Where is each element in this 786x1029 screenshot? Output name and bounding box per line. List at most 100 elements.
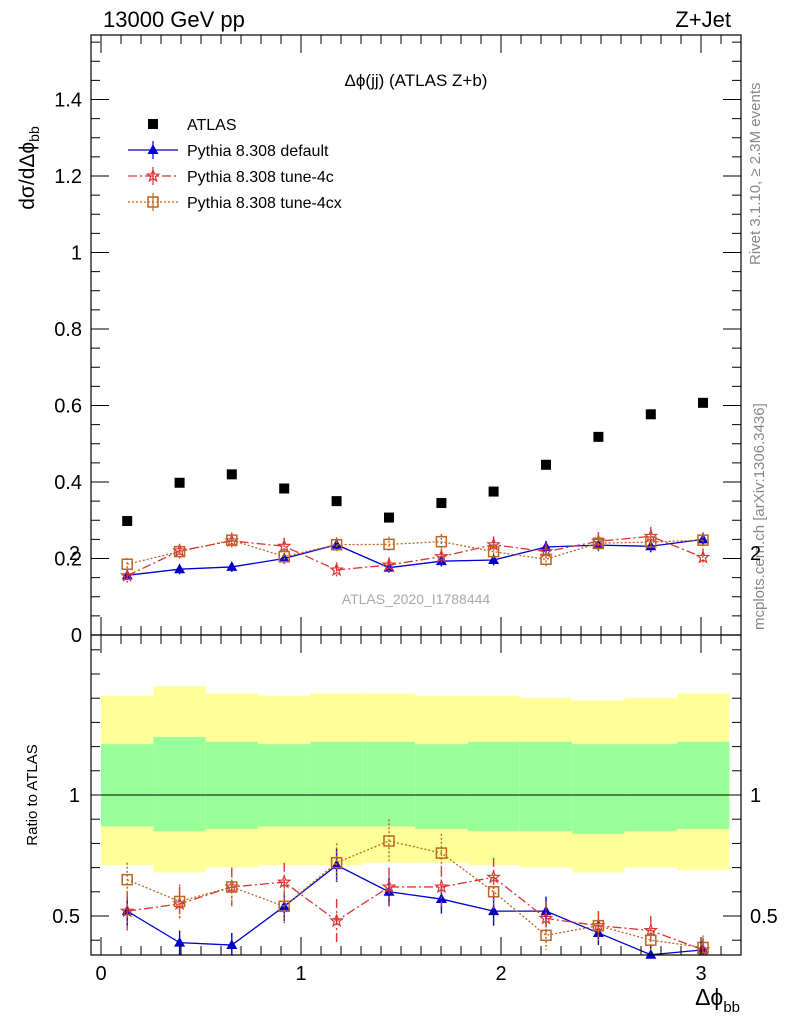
main-series-line-3 <box>127 539 704 565</box>
ratio-point <box>278 900 290 913</box>
ratio-point <box>487 886 500 898</box>
main-point <box>331 538 343 549</box>
ratio-content <box>101 686 730 959</box>
legend-marker <box>145 168 161 183</box>
main-point <box>174 563 186 574</box>
main-point <box>434 548 449 563</box>
main-point <box>697 533 709 544</box>
header-right: Z+Jet <box>675 7 731 32</box>
ratio-ticks: 0.5 0.5 1 1 2 2 0 1 2 3 <box>52 543 778 985</box>
main-title: Δϕ(jj) (ATLAS Z+b) <box>345 71 488 90</box>
main-ticks: 0 0.2 0.4 0.6 0.8 1 1.2 1.4 <box>54 35 741 647</box>
ratio-series-line-2 <box>126 840 704 949</box>
legend: ATLAS Pythia 8.308 default Pythia 8.308 tu… <box>128 117 342 212</box>
legend-label: ATLAS <box>187 117 237 134</box>
ratio-ytick-label-right: 1 <box>750 785 761 807</box>
main-watermark: ATLAS_2020_I1788444 <box>342 591 491 607</box>
main-ytick-label: 0.6 <box>54 396 82 418</box>
main-ylabel-text: dσ/dΔϕbb <box>16 126 42 210</box>
legend-label: Pythia 8.308 default <box>187 143 329 160</box>
ratio-xtick-label: 0 <box>95 963 106 985</box>
ratio-point <box>592 919 605 932</box>
rivet-label: Rivet 3.1.10, ≥ 2.3M events <box>747 83 764 266</box>
ratio-ylabel: Ratio to ATLAS <box>24 744 41 845</box>
ratio-band-inner <box>572 744 625 834</box>
ratio-xtick-label: 1 <box>295 963 306 985</box>
main-point <box>226 534 238 546</box>
main-ylabel: dσ/dΔϕbb <box>16 126 42 210</box>
main-point <box>383 538 395 551</box>
main-point <box>645 536 657 548</box>
main-point <box>384 512 394 523</box>
main-ytick-label: 1.2 <box>54 166 82 188</box>
main-point <box>173 545 186 558</box>
ratio-point <box>381 879 397 894</box>
ratio-point <box>119 903 135 918</box>
main-point <box>695 549 711 564</box>
ratio-point <box>174 936 186 947</box>
main-point <box>645 409 656 420</box>
ratio-series-line-0 <box>126 864 704 956</box>
main-point <box>488 486 499 497</box>
main-point <box>435 555 447 566</box>
main-point <box>226 469 237 480</box>
main-panel: 00.20.40.60.811.21.4 Δϕ(jj) (ATLAS Z+b) … <box>16 34 742 647</box>
ratio-band-inner <box>519 741 573 832</box>
main-point <box>436 498 447 509</box>
ratio-point <box>276 874 292 889</box>
main-point <box>121 558 133 570</box>
ratio-xtick-label: 2 <box>495 963 506 985</box>
main-ytick-label: 0 <box>71 625 82 647</box>
ratio-point <box>329 913 344 928</box>
main-ytick-label: 1 <box>71 243 82 265</box>
ratio-ytick-label-right: 0.5 <box>750 906 778 928</box>
ratio-point <box>121 873 133 886</box>
ratio-panel: 0.5 0.5 1 1 2 2 0 1 2 3 Ratio to ATLAS Δϕbb <box>24 543 778 1016</box>
main-point <box>174 477 185 488</box>
ratio-point <box>540 929 552 942</box>
legend-marker <box>147 196 159 208</box>
main-point <box>226 561 238 571</box>
main-point <box>276 538 292 553</box>
ratio-ytick-label-right: 2 <box>750 543 761 565</box>
ratio-band-inner <box>467 741 520 832</box>
main-ytick-label: 0.2 <box>54 549 82 571</box>
main-content <box>119 397 711 583</box>
legend-label: Pythia 8.308 tune-4cx <box>187 195 342 212</box>
header-left: 13000 GeV pp <box>103 7 245 32</box>
ratio-band-inner <box>205 741 258 829</box>
main-point <box>119 567 135 582</box>
main-point <box>278 550 290 563</box>
main-point <box>488 554 500 565</box>
ratio-band-inner <box>310 741 363 827</box>
ratio-band-inner <box>624 744 677 832</box>
main-ytick-label: 0.8 <box>54 319 82 341</box>
ratio-point <box>226 881 238 893</box>
ratio-band-inner <box>101 744 154 827</box>
ratio-point <box>645 948 657 959</box>
legend-marker <box>148 119 158 129</box>
main-point <box>278 552 290 563</box>
main-point <box>279 483 290 494</box>
main-point <box>381 557 397 572</box>
ratio-point <box>383 835 395 847</box>
main-point <box>697 534 709 546</box>
ratio-band-inner <box>415 744 468 829</box>
main-ytick-label: 1.4 <box>54 90 82 112</box>
ratio-point <box>226 939 238 950</box>
main-point <box>487 545 500 558</box>
ratio-band-inner <box>362 741 416 827</box>
main-point <box>329 562 344 577</box>
main-series-line-1 <box>127 538 704 576</box>
ratio-ytick-label: 2 <box>69 543 80 565</box>
ratio-band-inner <box>677 741 730 829</box>
main-point <box>331 496 342 507</box>
main-point <box>540 553 552 566</box>
main-point <box>330 538 343 551</box>
ratio-point <box>173 895 186 908</box>
ratio-xlabel: Δϕbb <box>695 984 740 1016</box>
main-point <box>541 459 551 470</box>
ratio-point <box>434 879 449 894</box>
